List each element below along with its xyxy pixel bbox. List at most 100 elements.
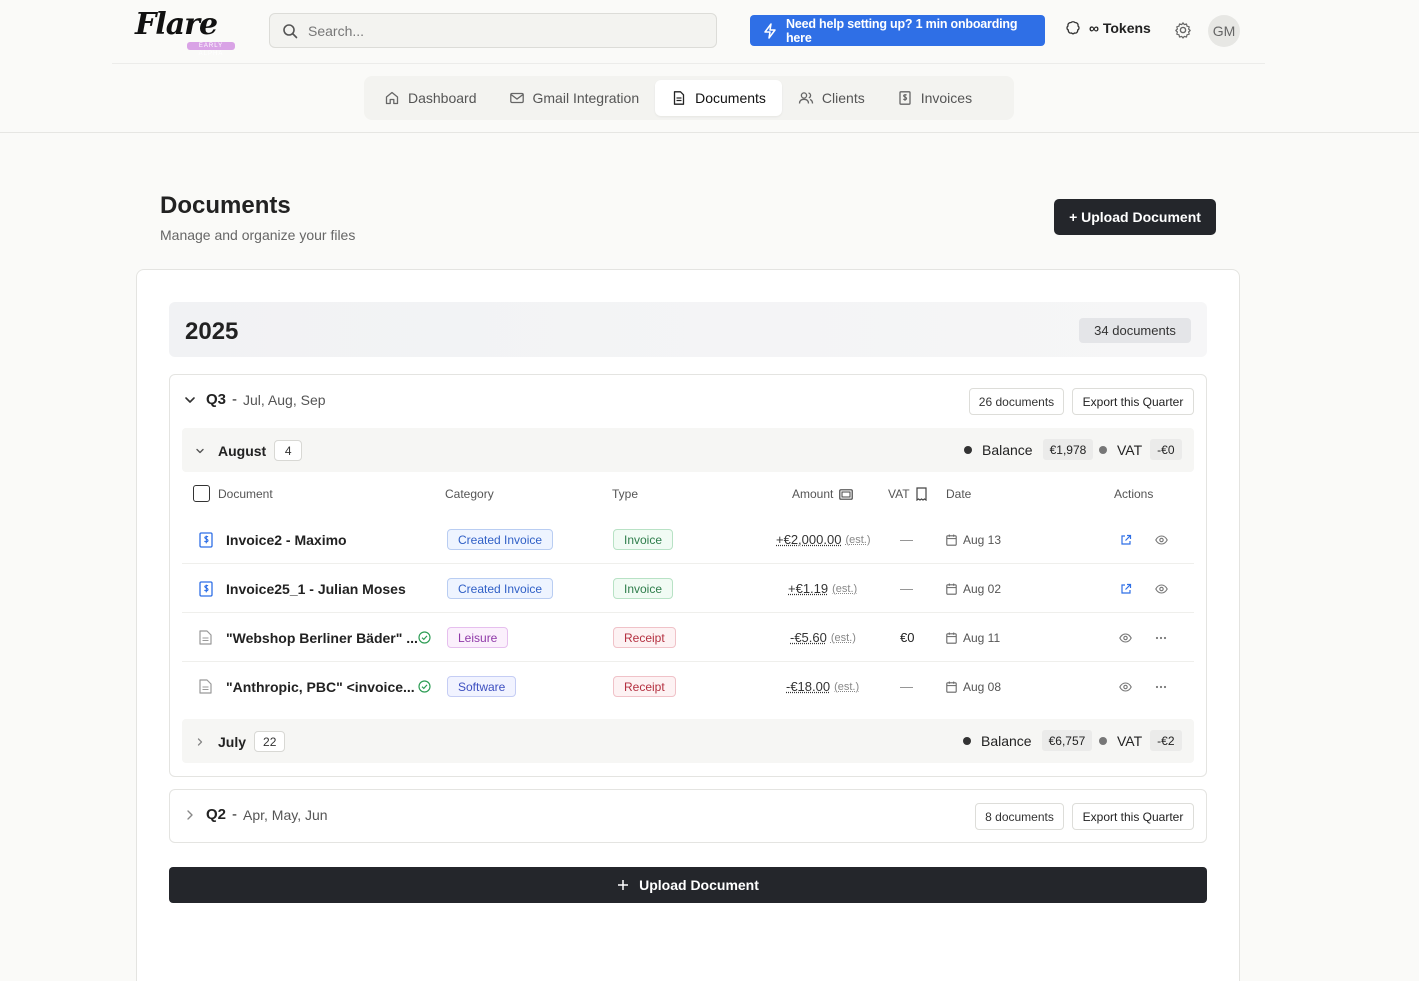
quarter-q3-separator: - — [232, 391, 237, 408]
select-all-checkbox[interactable] — [193, 485, 210, 502]
july-vat-value: -€2 — [1150, 730, 1181, 751]
nav-clients[interactable]: Clients — [782, 80, 881, 116]
mail-icon — [509, 90, 525, 106]
more-options-icon[interactable] — [1155, 662, 1167, 711]
date-value: Aug 02 — [963, 582, 1001, 596]
amount-cell: +€2,000.00 (est.) — [776, 515, 871, 564]
page-subtitle: Manage and organize your files — [160, 227, 355, 243]
nav-invoices-label: Invoices — [921, 90, 972, 106]
user-avatar[interactable]: GM — [1208, 15, 1240, 47]
nav-documents[interactable]: Documents — [655, 80, 782, 116]
document-name[interactable]: Invoice2 - Maximo — [226, 515, 347, 564]
document-name[interactable]: Invoice25_1 - Julian Moses — [226, 564, 406, 613]
category-tag[interactable]: Created Invoice — [447, 529, 553, 550]
amount-cell: +€1.19 (est.) — [788, 564, 857, 613]
col-actions: Actions — [1114, 487, 1153, 501]
external-link-icon[interactable] — [1120, 564, 1132, 613]
dollar-document-icon — [199, 515, 213, 564]
page-title: Documents — [160, 192, 291, 220]
august-vat-value: -€0 — [1150, 439, 1181, 460]
logo[interactable]: Flare EARLY ALPHA — [135, 8, 217, 42]
category-tag[interactable]: Leisure — [447, 627, 508, 648]
eye-icon[interactable] — [1119, 662, 1132, 711]
plus-icon — [617, 879, 629, 891]
dollar-document-icon — [199, 564, 213, 613]
logo-wordmark: Flare — [135, 8, 217, 42]
chevron-right-icon — [183, 808, 197, 822]
table-row[interactable]: "Webshop Berliner Bäder" ... Leisure Rec… — [182, 613, 1194, 662]
table-row[interactable]: Invoice2 - Maximo Created Invoice Invoic… — [182, 515, 1194, 564]
july-balance: Balance €6,757 — [963, 730, 1092, 751]
nav-dashboard-label: Dashboard — [408, 90, 477, 106]
nav-gmail-label: Gmail Integration — [533, 90, 640, 106]
col-date[interactable]: Date — [946, 487, 971, 501]
table-row[interactable]: "Anthropic, PBC" <invoice... Software Re… — [182, 662, 1194, 711]
nav-clients-label: Clients — [822, 90, 865, 106]
amount-est: (est.) — [834, 681, 859, 693]
chevron-down-icon — [183, 393, 197, 407]
onboarding-label: Need help setting up? 1 min onboarding h… — [786, 17, 1045, 45]
month-august-toggle[interactable]: August 4 — [194, 440, 302, 461]
vat-dot — [1099, 737, 1107, 745]
document-name[interactable]: "Anthropic, PBC" <invoice... — [226, 662, 415, 711]
chevron-down-icon — [194, 445, 206, 457]
document-name[interactable]: "Webshop Berliner Bäder" ... — [226, 613, 418, 662]
year-label: 2025 — [185, 318, 238, 346]
col-type[interactable]: Type — [612, 487, 638, 501]
eye-icon[interactable] — [1119, 613, 1132, 662]
nav-invoices[interactable]: Invoices — [881, 80, 988, 116]
calendar-icon — [946, 583, 957, 595]
type-tag[interactable]: Invoice — [613, 529, 673, 550]
onboarding-button[interactable]: Need help setting up? 1 min onboarding h… — [750, 15, 1045, 46]
type-tag[interactable]: Invoice — [613, 578, 673, 599]
search-bar[interactable] — [269, 13, 717, 48]
amount-est: (est.) — [845, 534, 870, 546]
year-header — [169, 302, 1207, 357]
file-icon — [199, 613, 212, 662]
calendar-icon — [946, 534, 957, 546]
vat-value: — — [900, 662, 913, 711]
receipt-icon — [916, 487, 927, 501]
col-amount-label: Amount — [792, 487, 833, 501]
col-category[interactable]: Category — [445, 487, 494, 501]
vat-value: €0 — [900, 613, 914, 662]
external-link-icon[interactable] — [1120, 515, 1132, 564]
vat-dot — [1099, 446, 1107, 454]
col-amount[interactable]: Amount — [792, 487, 853, 501]
date-value: Aug 13 — [963, 533, 1001, 547]
table-row[interactable]: Invoice25_1 - Julian Moses Created Invoi… — [182, 564, 1194, 613]
month-august-count: 4 — [274, 440, 302, 461]
export-q2-button[interactable]: Export this Quarter — [1072, 803, 1194, 830]
nav-dashboard[interactable]: Dashboard — [368, 80, 493, 116]
category-tag[interactable]: Created Invoice — [447, 578, 553, 599]
category-tag[interactable]: Software — [447, 676, 516, 697]
upload-bottom-label: Upload Document — [639, 877, 759, 893]
upload-document-bottom-button[interactable]: Upload Document — [169, 867, 1207, 903]
balance-dot — [963, 737, 971, 745]
col-vat[interactable]: VAT — [888, 487, 927, 501]
quarter-q3-toggle[interactable]: Q3 - Jul, Aug, Sep — [183, 391, 326, 408]
quarter-q2-toggle[interactable]: Q2 - Apr, May, Jun — [183, 806, 328, 823]
month-july-toggle[interactable]: July 22 — [194, 731, 285, 752]
verified-check-icon — [418, 613, 431, 662]
search-input[interactable] — [308, 23, 698, 39]
tokens-indicator[interactable]: ∞ Tokens — [1065, 20, 1151, 36]
eye-icon[interactable] — [1155, 564, 1168, 613]
vat-value: — — [900, 564, 913, 613]
vat-value: — — [900, 515, 913, 564]
nav-gmail-integration[interactable]: Gmail Integration — [493, 80, 656, 116]
july-vat: VAT -€2 — [1099, 730, 1182, 751]
type-tag[interactable]: Receipt — [613, 676, 676, 697]
more-options-icon[interactable] — [1155, 613, 1167, 662]
date-cell: Aug 02 — [946, 564, 1001, 613]
col-document[interactable]: Document — [218, 487, 273, 501]
search-icon — [282, 23, 298, 39]
type-tag[interactable]: Receipt — [613, 627, 676, 648]
settings-gear-icon[interactable] — [1174, 21, 1192, 39]
eye-icon[interactable] — [1155, 515, 1168, 564]
august-vat-label: VAT — [1117, 442, 1142, 458]
export-q3-button[interactable]: Export this Quarter — [1072, 388, 1194, 415]
month-july-count: 22 — [254, 731, 285, 752]
upload-document-button[interactable]: + Upload Document — [1054, 199, 1216, 235]
quarter-q2-count: 8 documents — [975, 803, 1064, 830]
